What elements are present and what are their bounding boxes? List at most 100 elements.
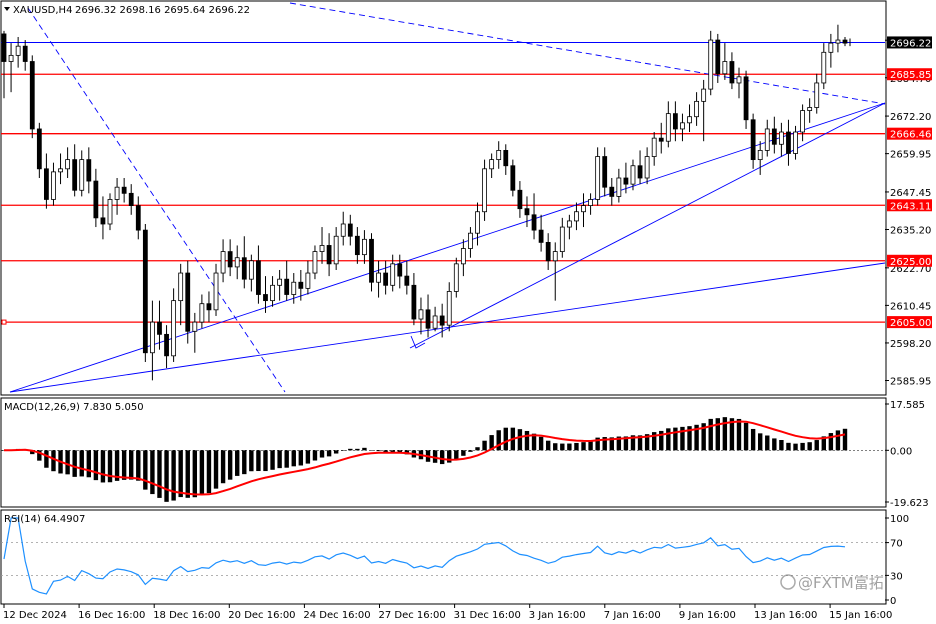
macd-bar	[284, 450, 289, 468]
candle-bear	[439, 315, 445, 326]
candle-bull	[277, 278, 283, 286]
candle-bull	[757, 150, 763, 161]
collapse-triangle-icon	[4, 7, 10, 11]
candle-bear	[503, 150, 509, 167]
candle-bear	[347, 223, 353, 237]
macd-bar	[644, 434, 650, 451]
candle-bull	[114, 186, 120, 200]
macd-bar	[397, 450, 402, 454]
candle-bear	[22, 45, 28, 62]
candle-bull	[595, 156, 601, 200]
candle-bull	[460, 248, 466, 265]
macd-bar	[185, 450, 190, 498]
macd-bar	[227, 450, 233, 480]
time-tick-label: 16 Dec 16:00	[78, 610, 145, 621]
macd-bar	[489, 435, 494, 451]
macd-bar	[736, 418, 742, 451]
candle-bull	[171, 300, 177, 357]
level-price-tag: 2666.46	[890, 130, 931, 141]
candle-bull	[453, 263, 459, 292]
macd-bar	[567, 443, 572, 451]
macd-bar	[772, 438, 777, 451]
macd-bar	[199, 450, 205, 495]
macd-bar	[86, 450, 92, 478]
macd-bar	[715, 418, 720, 451]
candle-bear	[842, 39, 848, 44]
candle-bull	[432, 315, 438, 329]
candle-bear	[672, 113, 678, 130]
candle-bull	[680, 122, 685, 130]
candle-bear	[750, 119, 756, 161]
candle-bull	[616, 177, 622, 197]
candle-bear	[326, 245, 332, 265]
macd-bar	[100, 450, 106, 483]
candle-bull	[468, 232, 473, 249]
candle-bull	[234, 257, 240, 268]
candle-bull	[574, 211, 579, 222]
candle-bull	[736, 76, 742, 84]
level-price-tag: 2643.11	[890, 201, 931, 212]
candle-bull	[8, 54, 14, 62]
macd-bar	[814, 440, 819, 451]
candle-bull	[778, 131, 784, 145]
macd-bar	[743, 422, 749, 451]
time-tick-label: 24 Dec 16:00	[303, 610, 370, 621]
macd-indicator	[1, 417, 885, 502]
time-tick-label: 3 Jan 16:00	[529, 610, 586, 621]
macd-bar	[37, 450, 42, 461]
candle-bear	[524, 208, 530, 216]
level-price-tag: 2625.00	[890, 257, 931, 268]
macd-bar	[581, 442, 586, 451]
symbol-label: XAUUSD,H4	[13, 5, 72, 16]
candle-bear	[36, 128, 42, 170]
candle-bull	[807, 107, 813, 111]
price-panel-frame	[0, 0, 887, 396]
current-price-tag: 2696.22	[890, 38, 931, 49]
macd-bar	[114, 450, 120, 481]
price-tick-label: 2585.95	[890, 377, 931, 388]
macd-bar	[51, 450, 56, 472]
time-tick-label: 13 Jan 16:00	[754, 610, 817, 621]
macd-signal-line	[3, 420, 846, 496]
candle-bull	[199, 303, 205, 323]
level-price-tag-bg	[887, 68, 932, 81]
price-tick-label: 2610.45	[890, 301, 931, 312]
price-tick-label: 2659.95	[890, 150, 931, 161]
macd-bar	[242, 450, 247, 475]
macd-bar	[842, 428, 848, 451]
candle-bear	[397, 263, 403, 277]
macd-tick-label: 17.585	[890, 400, 925, 411]
macd-bar	[835, 430, 841, 451]
candle-bull	[489, 159, 495, 170]
horizontal-levels	[1, 41, 885, 325]
level-price-tag: 2685.85	[890, 70, 931, 81]
candle-bear	[29, 61, 35, 130]
candle-bull	[835, 39, 841, 44]
candle-bull	[248, 260, 254, 280]
macd-bar	[213, 450, 219, 489]
candle-bear	[142, 229, 148, 354]
candle-bear	[517, 189, 523, 210]
rsi-axis: 100 70 30 0	[885, 514, 909, 607]
candle-bull	[665, 113, 671, 142]
macd-bar	[270, 450, 275, 470]
trendlines	[9, 2, 886, 393]
macd-bar	[694, 424, 699, 451]
candle-bull	[319, 245, 325, 252]
macd-bar	[475, 447, 480, 451]
macd-bar	[319, 450, 325, 458]
macd-bar	[256, 450, 261, 472]
macd-bar	[722, 417, 728, 451]
candle-bear	[715, 39, 721, 75]
level-price-tag-bg	[887, 254, 932, 267]
macd-bar	[651, 432, 657, 451]
macd-panel-frame	[0, 397, 887, 508]
candle-bear	[128, 192, 134, 206]
candle-bear	[369, 238, 374, 283]
candle-bear	[256, 260, 261, 295]
level-price-tag-bg	[887, 199, 932, 212]
candle-bull	[814, 82, 820, 108]
macd-bar	[687, 426, 692, 451]
candles	[1, 24, 851, 381]
